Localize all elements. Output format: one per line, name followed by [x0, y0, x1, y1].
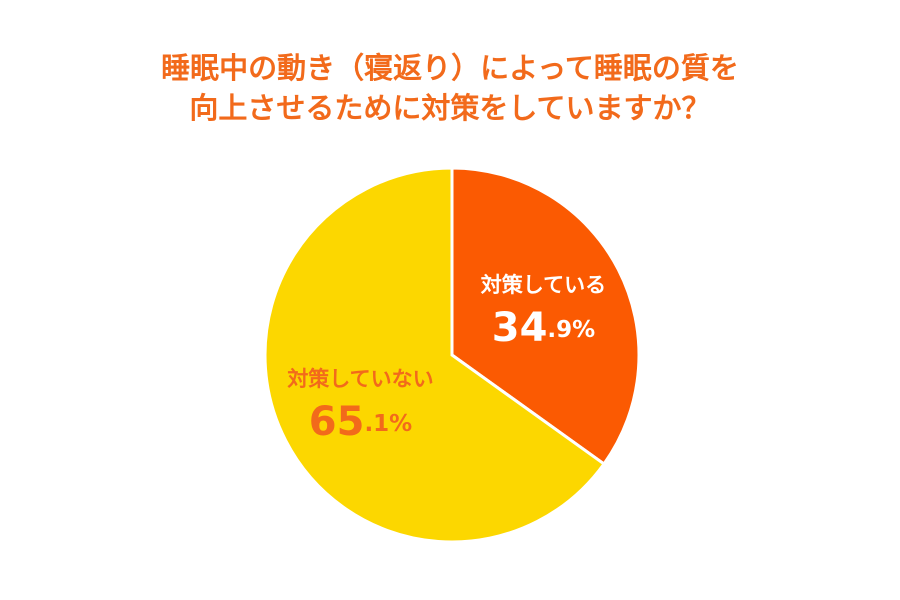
- value-label: 65.1%: [309, 399, 412, 445]
- chart-title: 向上させるために対策をしていますか？: [189, 91, 710, 125]
- chart-title: 睡眠中の動き（寝返り）によって睡眠の質を: [161, 51, 739, 85]
- value-label: 34.9%: [492, 305, 595, 351]
- slice-label: 対策している: [481, 273, 606, 297]
- pie-slice: [450, 166, 641, 467]
- slice-label: 対策していない: [287, 367, 433, 391]
- pie-slice: [263, 166, 607, 544]
